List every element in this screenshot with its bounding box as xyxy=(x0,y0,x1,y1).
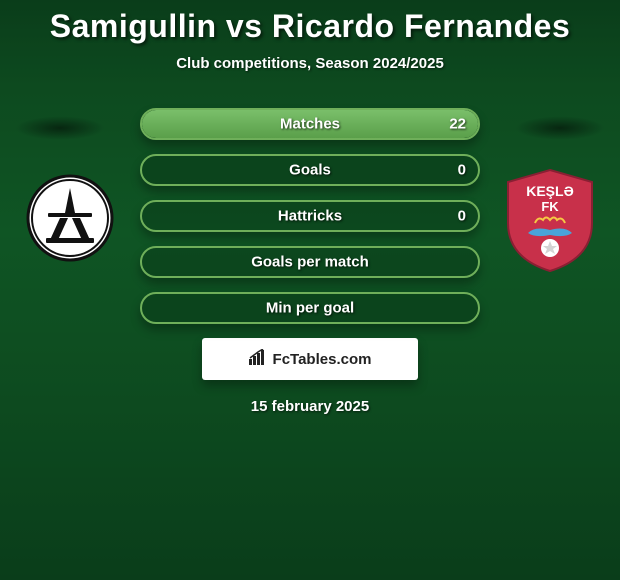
stat-value-right: 0 xyxy=(458,208,466,225)
stat-row-min-per-goal: Min per goal xyxy=(140,292,480,324)
brand-text: FcTables.com xyxy=(273,351,372,368)
stat-value-right: 22 xyxy=(449,116,466,133)
stat-label: Min per goal xyxy=(142,300,478,317)
club-badge-right: KEŞLƏ FK xyxy=(500,168,600,268)
stat-label: Goals per match xyxy=(142,254,478,271)
shadow-right xyxy=(515,116,605,140)
svg-text:KEŞLƏ: KEŞLƏ xyxy=(526,183,574,199)
comparison-container: KEŞLƏ FK Matches 22 Goals 0 Hattricks 0 … xyxy=(0,108,620,415)
subtitle: Club competitions, Season 2024/2025 xyxy=(0,55,620,72)
shadow-left xyxy=(15,116,105,140)
stat-row-matches: Matches 22 xyxy=(140,108,480,140)
stat-row-goals-per-match: Goals per match xyxy=(140,246,480,278)
stat-row-goals: Goals 0 xyxy=(140,154,480,186)
chart-icon xyxy=(249,349,269,370)
stat-label: Goals xyxy=(142,162,478,179)
svg-text:FK: FK xyxy=(541,199,559,214)
club-badge-left xyxy=(20,168,120,268)
stat-label: Hattricks xyxy=(142,208,478,225)
page-title: Samigullin vs Ricardo Fernandes xyxy=(0,0,620,45)
brand-badge[interactable]: FcTables.com xyxy=(202,338,418,380)
stat-row-hattricks: Hattricks 0 xyxy=(140,200,480,232)
stat-value-right: 0 xyxy=(458,162,466,179)
stats-list: Matches 22 Goals 0 Hattricks 0 Goals per… xyxy=(140,108,480,324)
date-text: 15 february 2025 xyxy=(0,398,620,415)
stat-label: Matches xyxy=(142,116,478,133)
